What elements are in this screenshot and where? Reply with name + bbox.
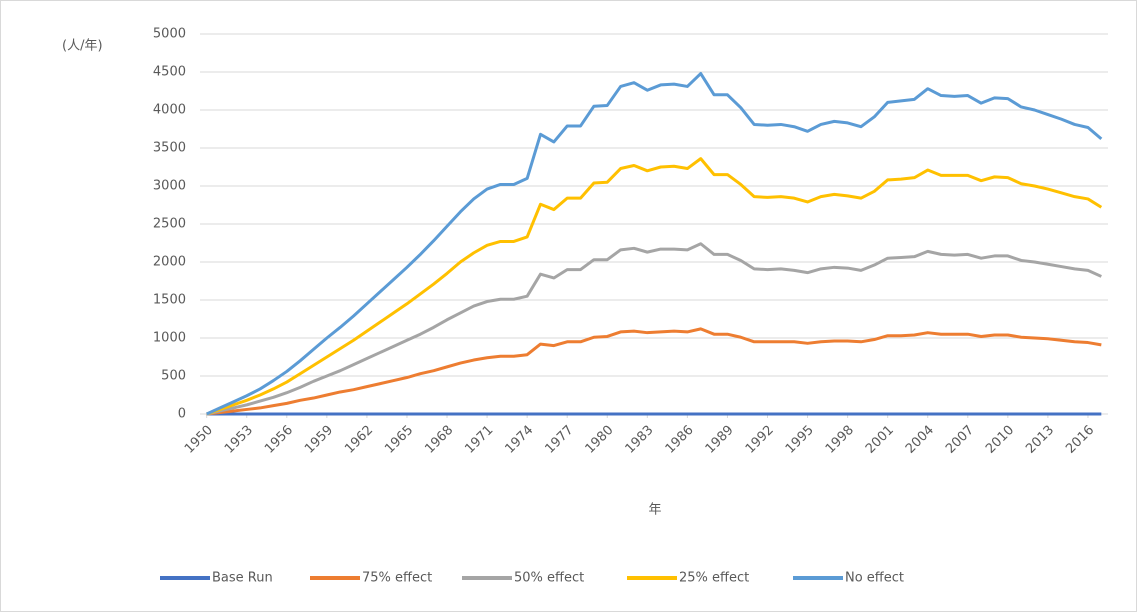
y-tick-label: 3500 [153, 141, 186, 156]
y-tick-label: 1000 [153, 331, 186, 346]
legend-label: Base Run [212, 571, 273, 586]
y-axis-label: (人/年) [62, 39, 103, 54]
series-line [206, 72, 1103, 416]
y-tick-label: 4500 [153, 65, 186, 80]
y-tick-label: 500 [161, 369, 186, 384]
y-tick-label: 3000 [153, 179, 186, 194]
x-axis-label: 年 [648, 503, 661, 518]
legend-label: 50% effect [514, 571, 584, 586]
y-tick-label: 4000 [153, 103, 186, 118]
legend-label: 75% effect [362, 571, 432, 586]
y-tick-label: 5000 [153, 27, 186, 42]
y-tick-label: 0 [178, 407, 186, 422]
series-line [206, 327, 1102, 416]
y-tick-label: 2000 [153, 255, 186, 270]
series-line [206, 157, 1103, 416]
legend-label: No effect [845, 571, 904, 586]
series-line [206, 242, 1102, 416]
y-tick-label: 1500 [153, 293, 186, 308]
legend-label: 25% effect [679, 571, 749, 586]
y-tick-label: 2500 [153, 217, 186, 232]
